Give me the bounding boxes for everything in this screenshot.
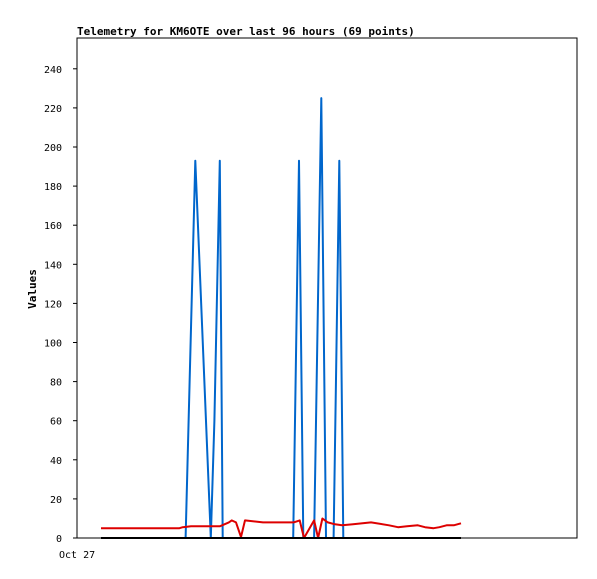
x-axis: Oct 27 [59,550,95,561]
plot-area-frame [76,37,578,539]
y-tick-label: 240 [44,65,62,76]
series-line-red [101,517,462,539]
y-tick-label: 40 [50,456,62,467]
series-line-blue [101,97,461,539]
y-tick-label: 160 [44,221,62,232]
y-tick-label: 140 [44,260,62,271]
x-tick-label: Oct 27 [59,550,95,561]
y-tick-label: 80 [50,378,62,389]
y-tick-label: 0 [56,534,62,545]
series-layer [101,97,462,539]
y-tick-label: 60 [50,417,62,428]
y-tick-label: 200 [44,143,62,154]
chart-title: Telemetry for KM6OTE over last 96 hours … [77,25,415,38]
y-tick-label: 120 [44,299,62,310]
y-tick-label: 180 [44,182,62,193]
y-tick-label: 220 [44,104,62,115]
y-axis: 0 20 40 60 80 100 120 140 160 180 200 220 240 [44,65,77,545]
y-tick-label: 20 [50,495,62,506]
y-axis-label: Values [26,269,39,309]
y-tick-label: 100 [44,339,62,350]
